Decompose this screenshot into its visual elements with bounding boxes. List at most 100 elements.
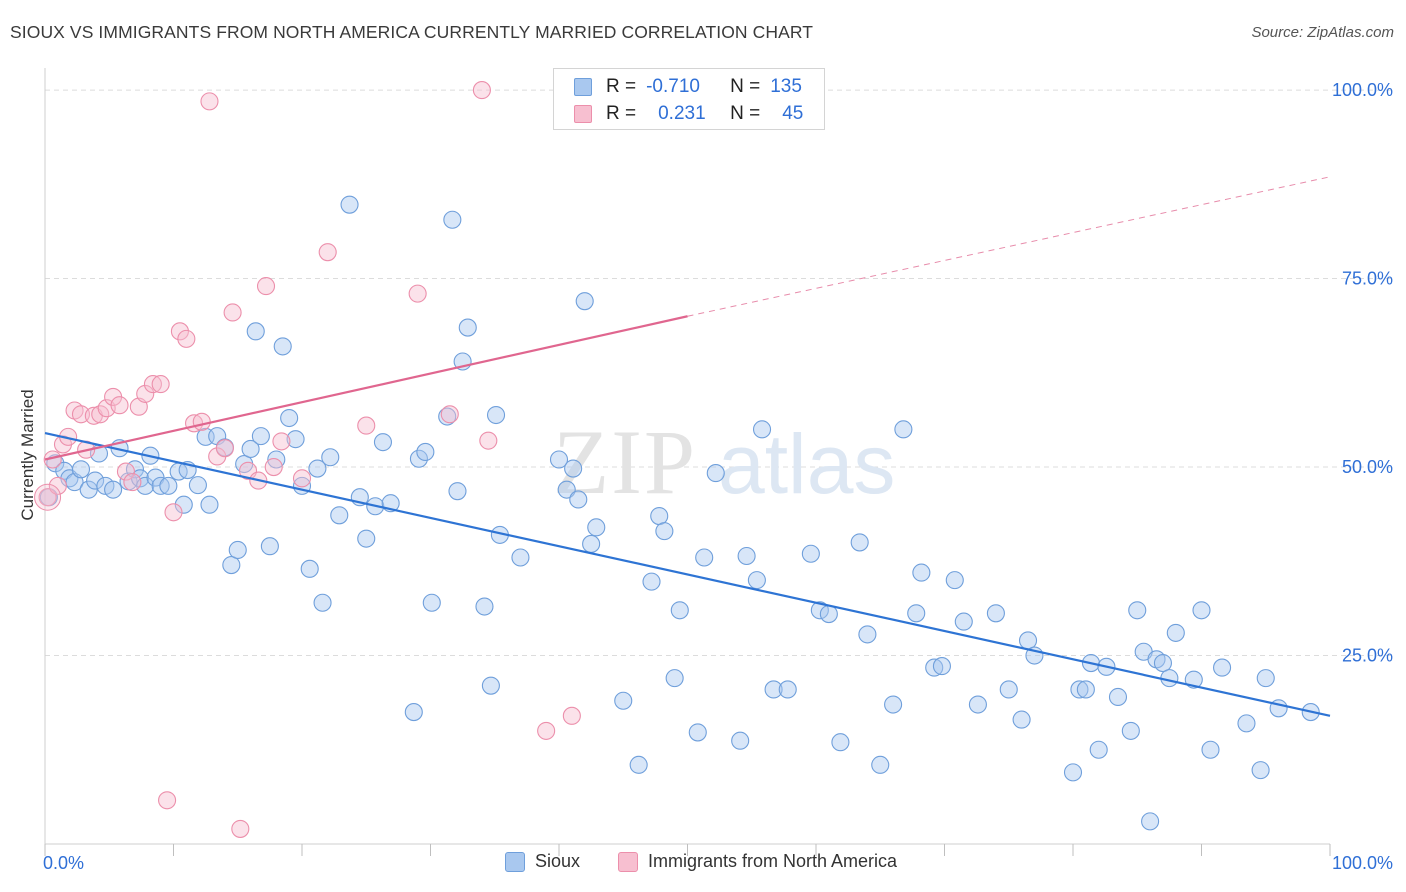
sioux-point xyxy=(1141,812,1160,831)
y-tick-label: 100.0% xyxy=(1332,80,1393,100)
y-tick-label: 75.0% xyxy=(1342,269,1393,289)
sioux-label: Sioux xyxy=(535,851,581,871)
sioux-point xyxy=(564,459,583,478)
immigrants-point xyxy=(264,457,283,477)
sioux-point xyxy=(688,723,707,742)
sioux-point xyxy=(655,522,674,541)
immigrants-swatch xyxy=(574,105,592,123)
immigrants-point xyxy=(318,243,337,262)
sioux-point xyxy=(280,408,299,428)
sioux-point xyxy=(907,604,926,623)
sioux-point xyxy=(486,405,506,425)
legend-row-sioux: R = -0.710 N = 135 xyxy=(574,73,802,101)
immigrants-point xyxy=(43,450,62,469)
immigrants-point xyxy=(408,284,427,303)
sioux-point xyxy=(416,442,435,462)
y-tick-label: 25.0% xyxy=(1342,646,1393,666)
sioux-point xyxy=(945,571,964,590)
sioux-point xyxy=(695,548,714,567)
sioux-point xyxy=(86,471,105,490)
sioux-point xyxy=(313,593,332,612)
sioux-point xyxy=(999,680,1018,699)
sioux-point xyxy=(373,433,393,452)
tick-labels: 25.0% 50.0% 75.0% 100.0% 0.0% 100.0% xyxy=(43,80,1393,873)
sioux-point xyxy=(308,459,327,478)
sioux-point xyxy=(925,658,944,677)
sioux-point xyxy=(321,448,340,467)
sioux-point xyxy=(458,318,477,337)
immigrants-point xyxy=(231,819,250,838)
sioux-trend-line xyxy=(44,432,1331,717)
sioux-point xyxy=(764,680,783,699)
sioux-points xyxy=(39,195,1320,831)
watermark-atlas: atlas xyxy=(718,417,895,511)
immigrants-point-large xyxy=(34,483,62,511)
sioux-point xyxy=(801,544,820,563)
sioux-point xyxy=(932,657,951,676)
sioux-point xyxy=(557,480,576,499)
sioux-point xyxy=(1070,680,1089,699)
immigrants-point xyxy=(215,439,234,458)
x-tick-label: 100.0% xyxy=(1332,853,1393,873)
sioux-point xyxy=(587,518,606,537)
sioux-point xyxy=(475,597,494,616)
legend-n-value: 45 xyxy=(782,103,804,124)
sioux-point xyxy=(267,450,286,469)
sioux-point xyxy=(1192,601,1211,620)
sioux-point xyxy=(884,695,903,714)
immigrants-point xyxy=(143,375,162,394)
sioux-point xyxy=(778,680,797,699)
immigrants-point xyxy=(38,488,57,507)
sioux-point xyxy=(831,733,850,752)
legend-n-value: 135 xyxy=(770,76,802,97)
sioux-point xyxy=(810,601,829,620)
immigrants-swatch xyxy=(618,851,638,872)
immigrants-point xyxy=(472,81,491,100)
sioux-point xyxy=(1108,687,1128,707)
sioux-point xyxy=(858,625,877,644)
immigrants-point xyxy=(192,412,211,431)
sioux-point xyxy=(1128,601,1147,620)
sioux-point xyxy=(1121,721,1140,740)
sioux-point xyxy=(575,292,594,311)
sioux-point xyxy=(1089,740,1108,759)
sioux-point xyxy=(747,571,766,590)
sioux-point xyxy=(1012,710,1031,729)
sioux-swatch xyxy=(574,78,592,96)
legend-r-value: 0.231 xyxy=(658,103,706,124)
sioux-point xyxy=(1251,761,1270,780)
sioux-point xyxy=(286,430,305,449)
legend-r-label: R = xyxy=(606,76,637,97)
sioux-point xyxy=(737,546,756,566)
sioux-point xyxy=(260,537,279,556)
sioux-point xyxy=(706,464,725,483)
sioux-point xyxy=(357,529,376,548)
sioux-point xyxy=(650,506,669,526)
sioux-point xyxy=(582,534,601,553)
sioux-point xyxy=(422,593,441,612)
sioux-point xyxy=(1256,669,1275,688)
sioux-point xyxy=(246,322,265,341)
legend-n-label: N = xyxy=(730,103,761,124)
sioux-point xyxy=(968,695,987,714)
sioux-point xyxy=(174,495,193,514)
sioux-point xyxy=(448,482,467,501)
immigrants-point xyxy=(158,791,177,810)
legend-r-label: R = xyxy=(606,103,637,124)
sioux-point xyxy=(228,540,247,560)
immigrants-point xyxy=(272,432,291,451)
sioux-point xyxy=(1076,680,1095,699)
immigrants-point xyxy=(136,384,155,403)
watermark-zip: ZIP xyxy=(553,411,697,513)
sioux-point xyxy=(222,555,241,575)
immigrants-point xyxy=(110,396,129,415)
sioux-point xyxy=(1063,763,1083,782)
y-tick-label: 50.0% xyxy=(1342,457,1393,477)
sioux-point xyxy=(1213,658,1232,677)
immigrants-points xyxy=(34,81,665,838)
sioux-point xyxy=(241,439,260,458)
sioux-point xyxy=(642,572,661,591)
immigrants-point xyxy=(123,473,142,492)
sioux-point xyxy=(330,506,349,525)
legend-n-label: N = xyxy=(730,76,761,97)
